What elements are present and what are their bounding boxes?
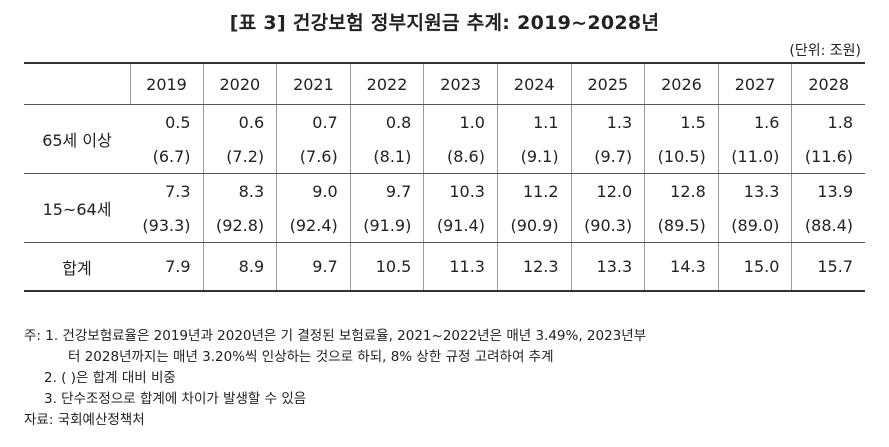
share-cell: (11.0) (717, 139, 792, 174)
share-cell: (91.4) (423, 208, 498, 243)
total-row: 합계 7.9 8.9 9.7 10.5 11.3 12.3 13.3 14.3 … (24, 242, 865, 292)
value-cell: 9.7 (349, 173, 424, 208)
estimate-table: 2019 2020 2021 2022 2023 2024 2025 2026 … (24, 62, 865, 292)
value-cell: 1.3 (570, 104, 645, 139)
share-cell: (91.9) (349, 208, 424, 243)
year-header: 2023 (423, 62, 498, 105)
total-cell: 14.3 (644, 242, 719, 292)
value-cell: 13.9 (791, 173, 865, 208)
note-2: 2. ( )은 합계 대비 비중 (44, 370, 176, 386)
value-cell: 11.2 (496, 173, 572, 208)
share-cell: (93.3) (130, 208, 204, 243)
value-cell: 9.0 (276, 173, 351, 208)
table-row: (6.7) (7.2) (7.6) (8.1) (8.6) (9.1) (9.7… (24, 139, 865, 174)
year-header: 2022 (349, 62, 424, 105)
total-cell: 15.7 (791, 242, 865, 292)
year-header: 2028 (791, 62, 865, 105)
value-cell: 10.3 (423, 173, 498, 208)
share-cell: (89.5) (644, 208, 719, 243)
value-cell: 1.6 (717, 104, 792, 139)
row-label-65-plus: 65세 이상 (24, 104, 130, 174)
unit-label: (단위: 조원) (789, 43, 861, 59)
value-cell: 0.5 (165, 112, 191, 132)
total-cell: 12.3 (496, 242, 572, 292)
share-cell: (6.7) (130, 139, 204, 174)
total-cell: 9.7 (276, 242, 351, 292)
share-cell: (92.8) (202, 208, 277, 243)
value-cell: 13.3 (717, 173, 792, 208)
year-header: 2025 (570, 62, 645, 105)
value-cell: 12.0 (570, 173, 645, 208)
share-cell: (7.2) (202, 139, 277, 174)
value-cell: 7.3 (165, 181, 191, 201)
value-cell: 0.6 (202, 104, 277, 139)
source-note: 자료: 국회예산정책처 (24, 412, 145, 428)
total-cell: 13.3 (570, 242, 645, 292)
share-cell: (90.3) (570, 208, 645, 243)
year-header: 2019 (129, 62, 204, 105)
year-header: 2026 (644, 62, 719, 105)
share-cell: (92.4) (276, 208, 351, 243)
share-cell: (9.1) (496, 139, 572, 174)
share-cell: (9.7) (570, 139, 645, 174)
value-cell: 8.3 (202, 173, 277, 208)
share-cell: (88.4) (791, 208, 865, 243)
value-cell: 1.0 (423, 104, 498, 139)
year-header: 2020 (202, 62, 277, 105)
row-label-total: 합계 (24, 242, 130, 292)
value-cell: 1.5 (644, 104, 719, 139)
value-cell: 1.8 (791, 104, 865, 139)
table-title: [표 3] 건강보험 정부지원금 추계: 2019~2028년 (229, 12, 660, 34)
total-cell: 15.0 (717, 242, 792, 292)
share-cell: (90.9) (496, 208, 572, 243)
value-cell: 1.1 (496, 104, 572, 139)
share-cell: (89.0) (717, 208, 792, 243)
row-label-15-64: 15~64세 (24, 173, 130, 243)
total-cell: 10.5 (349, 242, 424, 292)
total-cell: 7.9 (130, 242, 204, 292)
table-row: 65세 이상 0.5 0.6 0.7 0.8 1.0 1.1 1.3 1.5 1… (24, 104, 865, 174)
footnotes: 주: 1. 건강보험료율은 2019년과 2020년은 기 결정된 보험료율, … (24, 326, 874, 431)
share-cell: (11.6) (791, 139, 865, 174)
share-cell: (8.6) (423, 139, 498, 174)
value-cell: 0.7 (276, 104, 351, 139)
year-header: 2021 (276, 62, 351, 105)
note-1-line-1: 주: 1. 건강보험료율은 2019년과 2020년은 기 결정된 보험료율, … (24, 328, 647, 344)
share-cell: (10.5) (644, 139, 719, 174)
table-row: 15~64세 7.3 8.3 9.0 9.7 10.3 11.2 12.0 12… (24, 173, 865, 243)
share-cell: (7.6) (276, 139, 351, 174)
total-cell: 11.3 (423, 242, 498, 292)
value-cell: 12.8 (644, 173, 719, 208)
note-3: 3. 단수조정으로 합계에 차이가 발생할 수 있음 (44, 391, 307, 407)
header-corner (24, 62, 130, 105)
value-cell: 0.8 (349, 104, 424, 139)
header-row: 2019 2020 2021 2022 2023 2024 2025 2026 … (24, 62, 865, 105)
note-1-line-2: 터 2028년까지는 매년 3.20%씩 인상하는 것으로 하되, 8% 상한 … (68, 349, 554, 365)
share-cell: (8.1) (349, 139, 424, 174)
table-row: (93.3) (92.8) (92.4) (91.9) (91.4) (90.9… (24, 208, 865, 243)
year-header: 2027 (717, 62, 792, 105)
total-cell: 8.9 (202, 242, 277, 292)
year-header: 2024 (496, 62, 572, 105)
